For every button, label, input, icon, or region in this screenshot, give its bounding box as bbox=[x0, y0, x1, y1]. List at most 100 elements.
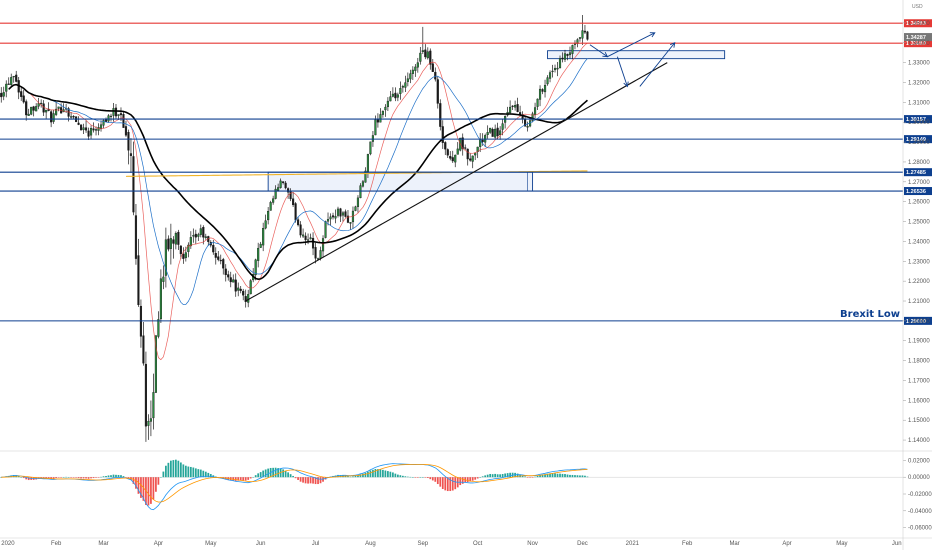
brexit-low-label: Brexit Low bbox=[840, 309, 900, 320]
candle-body bbox=[20, 91, 23, 97]
macd-histogram-bar bbox=[282, 469, 284, 478]
candle-body bbox=[22, 95, 25, 103]
candle-body bbox=[50, 111, 53, 123]
candle-body bbox=[499, 130, 502, 136]
candle-body bbox=[94, 129, 98, 131]
support-zone bbox=[267, 171, 534, 192]
macd-histogram-bar bbox=[484, 475, 487, 478]
candle-body bbox=[72, 115, 75, 118]
macd-histogram-bar bbox=[50, 477, 53, 479]
candle-body bbox=[162, 276, 165, 282]
candle-body bbox=[45, 109, 48, 113]
time-tick-label: Mar bbox=[729, 541, 739, 547]
candle-body bbox=[192, 235, 195, 237]
macd-histogram-bar bbox=[95, 477, 97, 478]
macd-histogram-bar bbox=[132, 477, 135, 484]
candle-body bbox=[122, 114, 125, 128]
macd-histogram-bar bbox=[539, 474, 541, 478]
macd-histogram-bar bbox=[192, 467, 195, 478]
macd-histogram-bar bbox=[506, 473, 509, 478]
macd-histogram-bar bbox=[254, 475, 257, 478]
candle-body bbox=[366, 154, 370, 172]
macd-histogram-bar bbox=[546, 473, 549, 478]
moving-average-line bbox=[8, 42, 588, 361]
macd-histogram-bar bbox=[544, 474, 546, 478]
macd-histogram-bar bbox=[142, 477, 145, 501]
candle-body bbox=[454, 154, 457, 163]
macd-histogram-bar bbox=[406, 476, 409, 478]
macd-histogram-bar bbox=[179, 462, 182, 478]
candle-body bbox=[546, 77, 549, 85]
candle-body bbox=[561, 57, 564, 60]
macd-histogram-bar bbox=[302, 477, 304, 483]
candle-body bbox=[112, 108, 115, 116]
candle-body bbox=[189, 237, 192, 247]
macd-tick-label: 0.02000 bbox=[908, 458, 930, 464]
macd-histogram-bar bbox=[561, 473, 564, 478]
candle-body bbox=[32, 106, 35, 111]
candle-body bbox=[299, 224, 302, 236]
candle-body bbox=[187, 244, 190, 252]
macd-histogram-bar bbox=[576, 475, 579, 478]
candle-body bbox=[349, 222, 352, 224]
drawings: Brexit Low bbox=[245, 32, 900, 320]
candle-body bbox=[496, 127, 499, 137]
level-price-label: 1.30157 bbox=[906, 117, 926, 123]
macd-histogram-bar bbox=[70, 477, 72, 478]
time-tick-label: 2021 bbox=[626, 541, 640, 547]
price-tick-label: 1.30000 bbox=[908, 120, 930, 126]
level-price-label: 1.29149 bbox=[906, 137, 926, 143]
candle-body bbox=[329, 216, 332, 220]
macd-histogram-bar bbox=[90, 477, 92, 479]
macd-histogram-bar bbox=[17, 476, 20, 478]
candle-body bbox=[219, 259, 222, 262]
price-tick-label: 1.35000 bbox=[908, 21, 930, 27]
macd-histogram-bar bbox=[169, 460, 172, 478]
macd-histogram-bar bbox=[367, 471, 369, 478]
macd-histogram-bar bbox=[67, 477, 70, 478]
candle-body bbox=[167, 238, 170, 250]
macd-histogram-bar bbox=[436, 477, 439, 485]
candle-body bbox=[311, 237, 315, 249]
candle-body bbox=[242, 290, 245, 296]
macd-histogram-bar bbox=[212, 475, 215, 478]
candle-body bbox=[70, 116, 73, 118]
price-tick-label: 1.19000 bbox=[908, 339, 930, 345]
candle-body bbox=[292, 198, 295, 206]
macd-histogram-bar bbox=[120, 475, 122, 478]
macd-histogram-bar bbox=[421, 477, 424, 478]
candle-body bbox=[391, 93, 394, 97]
macd-histogram-bar bbox=[72, 477, 75, 478]
candle-body bbox=[127, 132, 130, 151]
macd-histogram-bar bbox=[369, 470, 372, 478]
level-price-tag bbox=[904, 115, 932, 124]
candle-body bbox=[287, 188, 290, 193]
candle-body bbox=[331, 215, 335, 218]
price-tick-label: 1.33000 bbox=[908, 61, 930, 67]
candle-body bbox=[424, 49, 427, 58]
candle-body bbox=[306, 239, 310, 241]
price-tick-label: 1.31000 bbox=[908, 100, 930, 106]
macd-panel: 0.02000 0.00000 -0.02000 -0.04000 -0.06000 bbox=[0, 458, 932, 532]
price-tick-label: 1.21000 bbox=[908, 299, 930, 305]
macd-histogram-bar bbox=[237, 477, 240, 481]
macd-histogram-bar bbox=[135, 477, 137, 489]
candle-body bbox=[42, 103, 45, 113]
candle-body bbox=[406, 78, 409, 82]
candle-body bbox=[12, 75, 15, 78]
arrow-head bbox=[669, 42, 676, 48]
candle-body bbox=[563, 53, 567, 60]
candle-body bbox=[319, 250, 322, 259]
candle-body bbox=[277, 187, 280, 191]
macd-histogram-bar bbox=[115, 474, 117, 478]
macd-histogram-bar bbox=[247, 477, 250, 480]
time-tick-label: Apr bbox=[782, 541, 791, 547]
macd-histogram-bar bbox=[317, 477, 319, 485]
macd-histogram-bar bbox=[509, 472, 511, 478]
candle-body bbox=[464, 147, 467, 149]
macd-histogram-bar bbox=[244, 477, 247, 481]
candle-body bbox=[249, 280, 252, 295]
price-tick-label: 1.16000 bbox=[908, 398, 930, 404]
macd-histogram-bar bbox=[444, 477, 447, 491]
